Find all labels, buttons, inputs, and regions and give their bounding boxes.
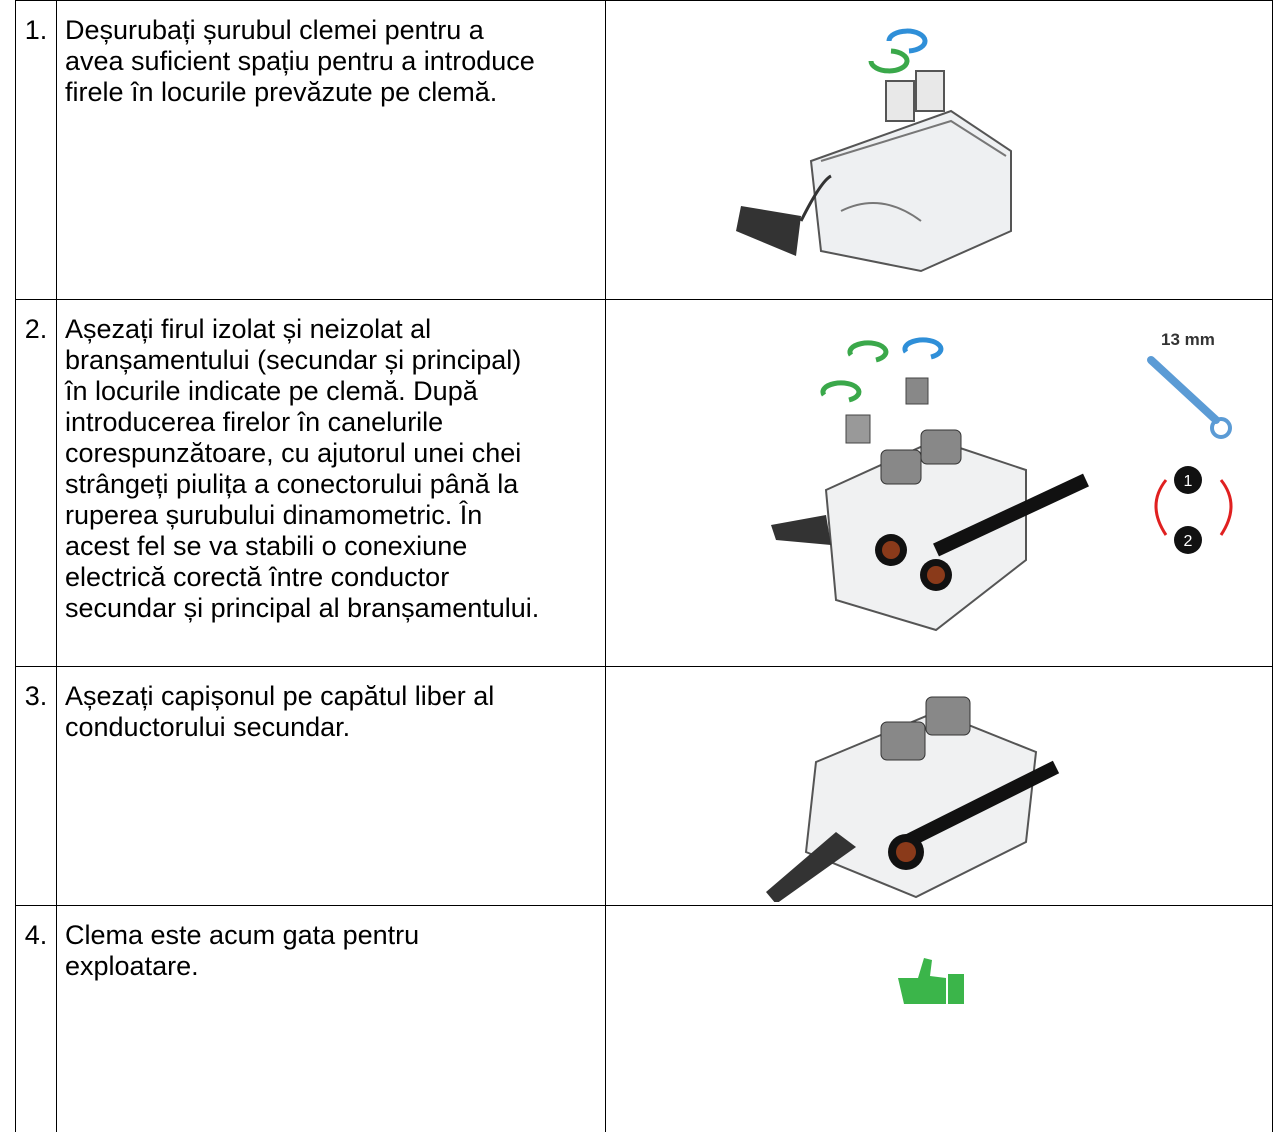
text-line: corespunzătoare, cu ajutorul unei chei [65,438,522,468]
step-image-cell [605,905,1273,1132]
text-line: Deșurubați șurubul clemei pentru a [65,15,484,45]
text-line: introducerea firelor în canelurile [65,407,444,437]
step-number: 4. [15,905,57,1132]
text-line: în locurile indicate pe clemă. După [65,376,478,406]
text-line: exploatare. [65,951,199,981]
text-line: conductorului secundar. [65,712,351,742]
text-line: Așezați capișonul pe capătul liber al [65,681,495,711]
text-line: acest fel se va stabili o conexiune [65,531,468,561]
text-line: firele în locurile prevăzute pe clemă. [65,77,498,107]
instructions-table: 1. Deșurubați șurubul clemei pentru a avea… [15,0,1273,1132]
text-line: branșamentului (secundar și principal) [65,345,522,375]
step-one-badge: 1 [1184,473,1193,490]
table-row: 1. Deșurubați șurubul clemei pentru a avea… [15,0,1273,300]
step-number: 1. [15,0,57,300]
table-row: 2. Așezați firul izolat și neizolat al bra… [15,299,1273,667]
clamp-install-image: 13 mm 1 2 [771,330,1233,632]
step-number: 3. [15,666,57,906]
step-image-cell [605,666,1273,906]
step-text: Clema este acum gata pentru exploatare. [56,905,606,1132]
clamp-capped-image [766,696,1060,902]
text-line: secundar și principal al branșamentului. [65,593,540,623]
step-text: Așezați capișonul pe capătul liber al con… [56,666,606,906]
text-line: electrică corectă între conductor [65,562,450,592]
clamp-open-image [736,28,1012,273]
text-line: avea suficient spațiu pentru a introduce [65,46,535,76]
thumbs-up-icon [898,958,964,1004]
text-line: ruperea șurubului dinamometric. În [65,500,483,530]
text-line: Clema este acum gata pentru [65,920,420,950]
step-image-cell: 13 mm 1 2 [605,299,1273,667]
step-two-badge: 2 [1184,533,1193,550]
table-row: 4. Clema este acum gata pentru exploatare. [15,905,1273,1132]
step-image-cell [605,0,1273,300]
table-row: 3. Așezați capișonul pe capătul liber al c… [15,666,1273,906]
text-line: Așezați firul izolat și neizolat al [65,314,432,344]
step-text: Așezați firul izolat și neizolat al branș… [56,299,606,667]
text-line: strângeți piulița a conectorului până la [65,469,519,499]
wrench-size: 13 mm [1161,330,1215,349]
step-number: 2. [15,299,57,667]
step-text: Deșurubați șurubul clemei pentru a avea s… [56,0,606,300]
